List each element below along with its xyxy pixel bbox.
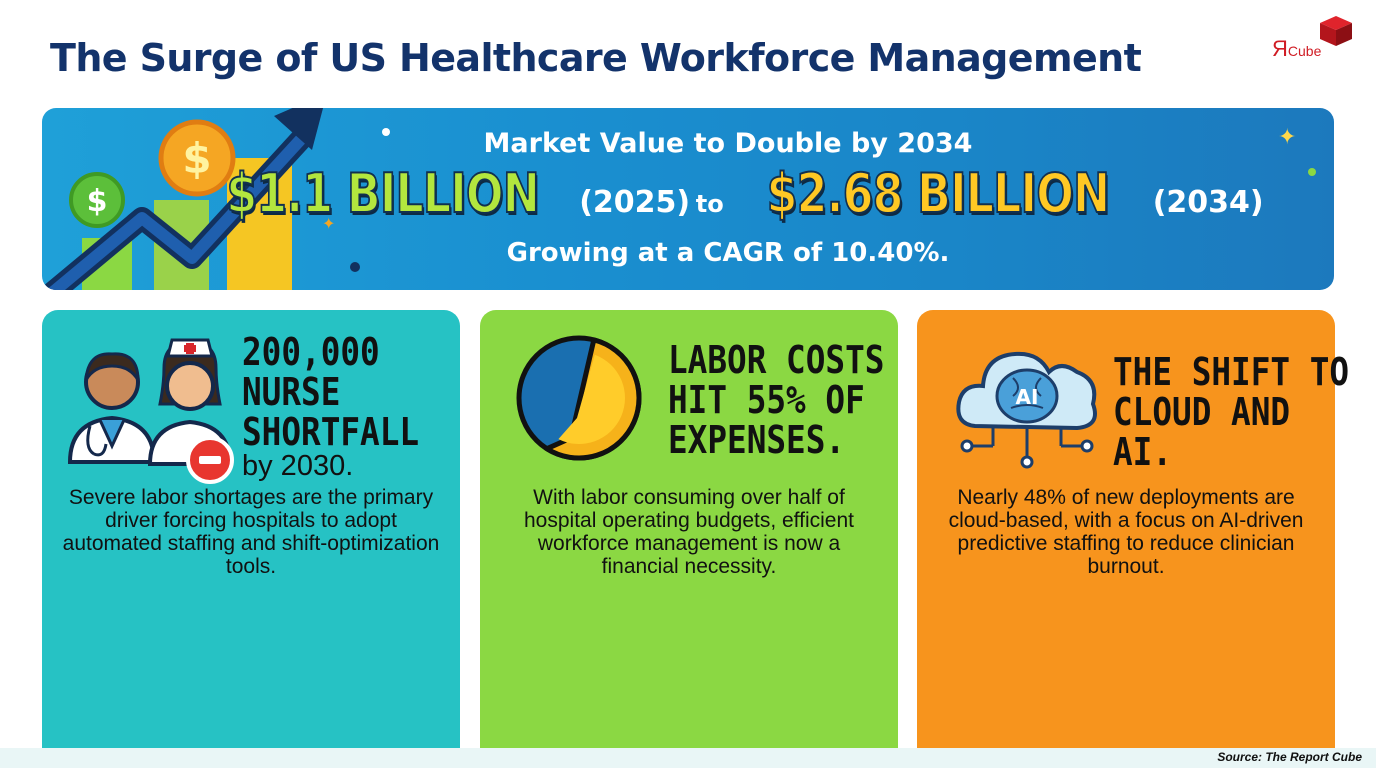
growth-chart-icon: $ $ (44, 108, 324, 290)
decor-dot (382, 128, 390, 136)
cagr-text: Growing at a CAGR of 10.40%. (506, 238, 950, 268)
page-title: The Surge of US Healthcare Workforce Man… (50, 36, 1142, 80)
banner-values: $1.1 BILLION (2025) to $2.68 BILLION (20… (42, 161, 1334, 226)
decor-dot (350, 262, 360, 272)
value-connector: to (695, 190, 724, 218)
footer-bar: Source: The Report Cube (0, 748, 1376, 768)
report-cube-logo: RCube (1268, 14, 1356, 62)
card-body: Severe labor shortages are the primary d… (62, 486, 440, 578)
svg-text:$: $ (87, 184, 108, 219)
source-credit: Source: The Report Cube (1217, 750, 1362, 764)
logo-text: RCube (1272, 36, 1322, 61)
card-heading: 200,000 NURSE SHORTFALL (242, 330, 420, 454)
card-heading: THE SHIFT TO CLOUD AND AI. (1113, 350, 1350, 474)
sparkle-icon: ✦ (322, 216, 336, 233)
cube-icon (1320, 16, 1352, 46)
year-end: (2034) (1152, 185, 1264, 220)
value-end: $2.68 BILLION (766, 161, 1111, 226)
svg-text:$: $ (182, 134, 211, 183)
labor-costs-card: LABOR COSTS HIT 55% OF EXPENSES. With la… (480, 310, 898, 768)
nurse-shortfall-card: 200,000 NURSE SHORTFALL by 2030. Severe … (42, 310, 460, 768)
cloud-ai-icon: AI (956, 351, 1097, 469)
value-start: $1.1 BILLION (226, 161, 541, 226)
pie-chart-icon (516, 335, 642, 461)
decor-dot (1308, 168, 1316, 176)
card-body: With labor consuming over half of hospit… (523, 486, 854, 578)
sparkle-icon: ✦ (1278, 124, 1297, 149)
card-heading: LABOR COSTS HIT 55% OF EXPENSES. (668, 338, 885, 462)
nurse-doctor-icon (67, 338, 234, 484)
card-body: Nearly 48% of new deployments are cloud-… (948, 486, 1304, 578)
year-start: (2025) (579, 185, 691, 220)
ai-label: AI (1016, 385, 1039, 409)
card-subheading: by 2030. (242, 450, 354, 482)
banner-headline: Market Value to Double by 2034 (483, 128, 973, 159)
cloud-ai-card: AI THE SHIFT TO CLOUD AND AI. Nearly 48%… (917, 310, 1349, 768)
market-value-banner: $ $ ✦ ✦ Market Value to Double by 2034 $… (42, 108, 1334, 290)
